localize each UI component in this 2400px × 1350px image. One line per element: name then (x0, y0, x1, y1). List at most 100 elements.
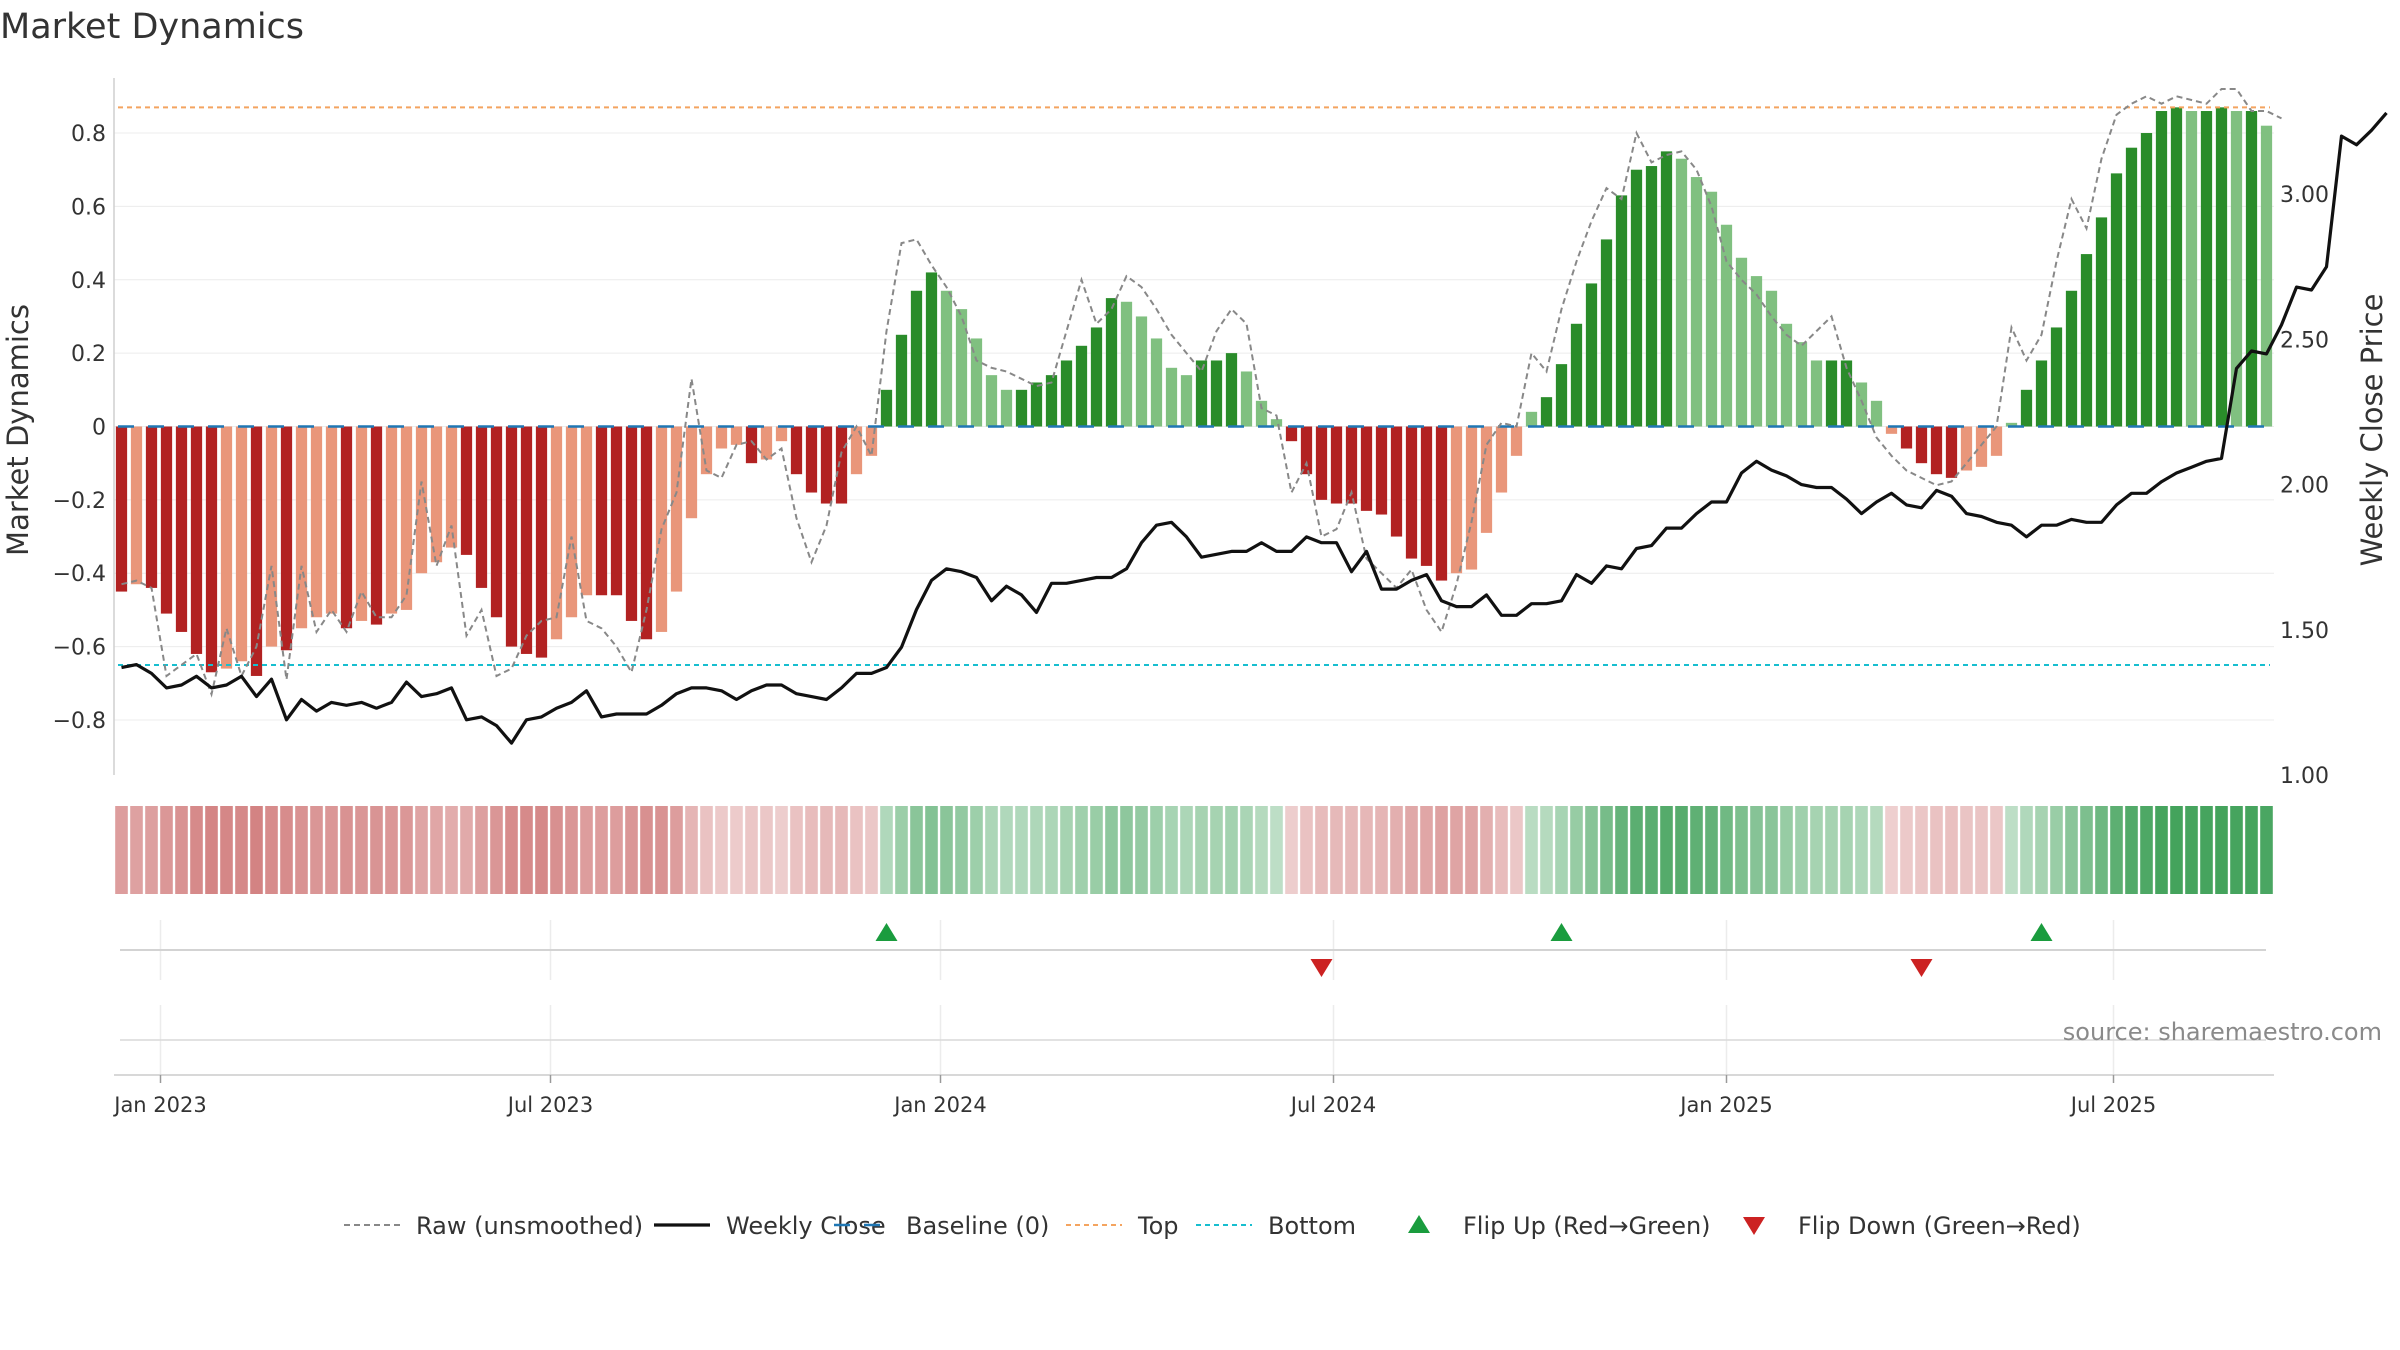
dynamics-bar (130, 426, 143, 585)
dynamics-bar (895, 334, 908, 427)
right-tick-label: 1.00 (2280, 764, 2329, 789)
regime-cell (955, 806, 968, 894)
series-lines (121, 88, 2388, 745)
regime-cell (2215, 806, 2228, 894)
dynamics-bar (1900, 426, 1913, 449)
dynamics-bar (1750, 276, 1763, 427)
regime-cell (1165, 806, 1178, 894)
dynamics-bar (1030, 382, 1043, 427)
regime-cell (820, 806, 833, 894)
dynamics-bar (1420, 426, 1433, 566)
regime-cell (1060, 806, 1073, 894)
dynamics-bar (2065, 290, 2078, 427)
legend: Raw (unsmoothed) Weekly Close Baseline (0)… (344, 1212, 2081, 1240)
dynamics-bar (490, 426, 503, 618)
regime-cell (2005, 806, 2018, 894)
regime-cell (370, 806, 383, 894)
regime-cell (2200, 806, 2213, 894)
regime-cell (1660, 806, 1673, 894)
right-axis-label: Weekly Close Price (2355, 294, 2389, 567)
regime-cell (790, 806, 803, 894)
regime-cell (1810, 806, 1823, 894)
dynamics-bar (1705, 191, 1718, 427)
regime-cell (700, 806, 713, 894)
regime-cell (2170, 806, 2183, 894)
dynamics-bar (670, 426, 683, 592)
regime-cell (1645, 806, 1658, 894)
regime-cell (1780, 806, 1793, 894)
dynamics-bar (1735, 257, 1748, 427)
dynamics-bar (145, 426, 158, 588)
regime-cell (115, 806, 128, 894)
dynamics-bar (400, 426, 413, 610)
regime-cell (1390, 806, 1403, 894)
dynamics-bar (700, 426, 713, 475)
dynamics-bar (2245, 111, 2258, 427)
dynamics-bar (1345, 426, 1358, 504)
regime-cell (1375, 806, 1388, 894)
dynamics-bar (220, 426, 233, 669)
regime-cell (1555, 806, 1568, 894)
regime-cell (1735, 806, 1748, 894)
regime-cell (730, 806, 743, 894)
dynamics-bar (535, 426, 548, 658)
legend-item-flip_up: Flip Up (Red→Green) (1408, 1212, 1711, 1240)
regime-cell (1720, 806, 1733, 894)
regime-cell (1675, 806, 1688, 894)
dynamics-bar (1450, 426, 1463, 574)
regime-cell (610, 806, 623, 894)
dynamics-bar (520, 426, 533, 654)
dynamics-bar (175, 426, 188, 632)
dynamics-bar (1465, 426, 1478, 570)
dynamics-bar (1960, 426, 1973, 471)
regime-cell (1570, 806, 1583, 894)
dynamics-bar (1765, 290, 1778, 427)
dynamics-bar (2110, 173, 2123, 427)
dynamics-bar (1540, 397, 1553, 427)
dynamics-bar (745, 426, 758, 464)
regime-cell (175, 806, 188, 894)
regime-cell (985, 806, 998, 894)
regime-cell (1540, 806, 1553, 894)
regime-cell (1840, 806, 1853, 894)
regime-cell (1330, 806, 1343, 894)
regime-cell (1405, 806, 1418, 894)
regime-cell (1525, 806, 1538, 894)
regime-cell (220, 806, 233, 894)
regime-cell (1435, 806, 1448, 894)
dynamics-bar (235, 426, 248, 662)
weekly-close-line (121, 111, 2388, 745)
dynamics-bar (460, 426, 473, 555)
regime-cell (1990, 806, 2003, 894)
dynamics-bar (1615, 195, 1628, 427)
dynamics-bar (340, 426, 353, 629)
dynamics-bar (2170, 107, 2183, 427)
dynamics-bar (1915, 426, 1928, 464)
dynamics-bar (1390, 426, 1403, 537)
dynamics-bar (385, 426, 398, 614)
regime-cell (1150, 806, 1163, 894)
dynamics-bar (2095, 217, 2108, 427)
dynamics-bar (1180, 375, 1193, 427)
dynamics-bar (2020, 389, 2033, 427)
source-credit: source: sharemaestro.com (2063, 1018, 2382, 1046)
dynamics-bar (1300, 426, 1313, 475)
dynamics-bar (2260, 125, 2273, 427)
regime-cell (1045, 806, 1058, 894)
regime-cell (205, 806, 218, 894)
regime-cell (1135, 806, 1148, 894)
regime-cell (1690, 806, 1703, 894)
x-tick-label: Jan 2023 (112, 1093, 207, 1117)
dynamics-bar (295, 426, 308, 629)
dynamics-bar (955, 309, 968, 427)
dynamics-bar (2050, 327, 2063, 427)
dynamics-bar (205, 426, 218, 673)
dynamics-bar (970, 338, 983, 427)
dynamics-bar (1945, 426, 1958, 478)
legend-label: Bottom (1268, 1212, 1356, 1240)
regime-cell (775, 806, 788, 894)
dynamics-bar (2080, 254, 2093, 427)
regime-cell (1930, 806, 1943, 894)
dynamics-bar (580, 426, 593, 596)
dynamics-bar (1645, 166, 1658, 427)
